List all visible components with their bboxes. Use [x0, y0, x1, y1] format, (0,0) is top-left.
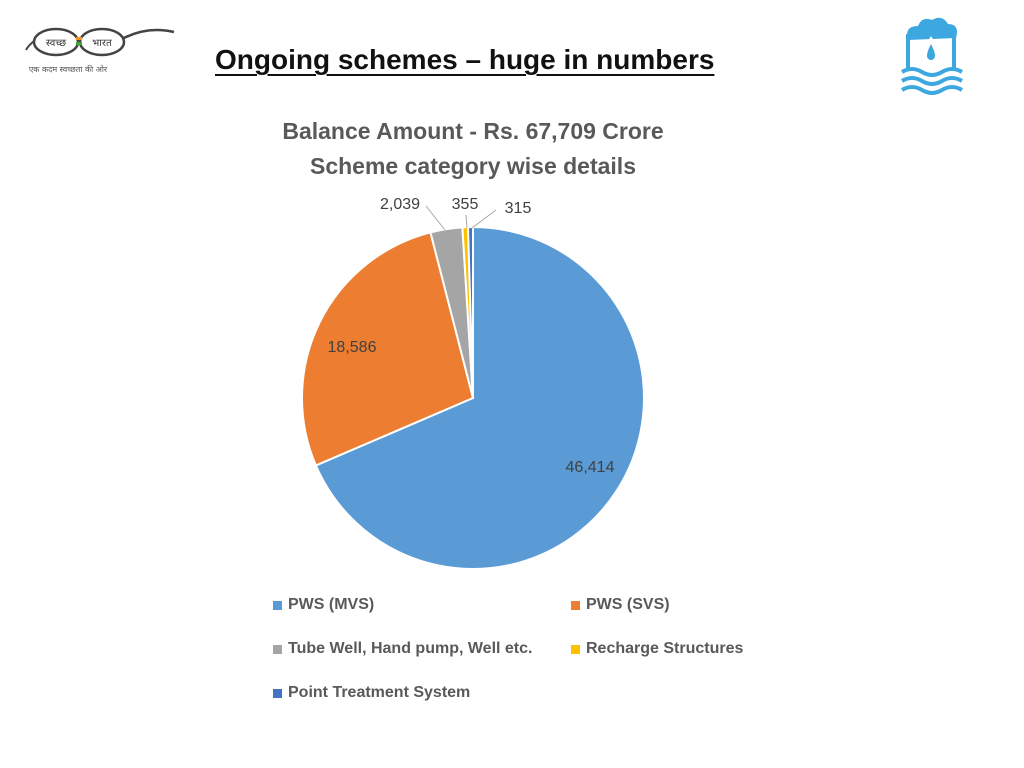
- data-label-pws-svs: 18,586: [328, 339, 377, 356]
- legend-label-recharge: Recharge Structures: [586, 640, 744, 657]
- legend-item-recharge: Recharge Structures: [571, 640, 743, 658]
- leader-line-recharge: [465, 214, 468, 229]
- chart-title-line1: Balance Amount - Rs. 67,709 Crore: [282, 118, 664, 144]
- legend-item-point-treatment: Point Treatment System: [273, 684, 470, 702]
- legend-swatch-tube-well: [273, 644, 282, 654]
- pie-slice-pws-svs: [301, 231, 475, 467]
- data-label-tube-well: 2,039: [380, 196, 420, 213]
- legend-item-pws-mvs: PWS (MVS): [273, 596, 374, 614]
- legend-item-pws-svs: PWS (SVS): [571, 596, 670, 614]
- swachh-bharat-logo: स्वच्छ भारत एक कदम स्वच्छता की ओर: [25, 27, 175, 74]
- legend-label-pws-mvs: PWS (MVS): [288, 596, 375, 613]
- data-label-pws-mvs: 46,414: [566, 459, 615, 476]
- legend-swatch-pws-mvs: [273, 600, 282, 610]
- legend-swatch-recharge: [571, 644, 580, 654]
- legend-item-tube-well: Tube Well, Hand pump, Well etc.: [273, 640, 532, 658]
- legend-swatch-point-treatment: [273, 688, 282, 698]
- legend-label-pws-svs: PWS (SVS): [586, 596, 670, 613]
- leader-line-point-treatment: [471, 209, 497, 229]
- logo-text-swachh: स्वच्छ: [46, 38, 66, 49]
- legend-label-point-treatment: Point Treatment System: [288, 684, 471, 701]
- pie-slice-pws-mvs: [314, 225, 645, 570]
- logo-text-bharat: भारत: [92, 38, 112, 49]
- leader-line-tube-well: [425, 205, 446, 231]
- page-title: Ongoing schemes – huge in numbers: [215, 44, 715, 75]
- data-label-point-treatment: 315: [505, 200, 532, 217]
- legend-swatch-pws-svs: [571, 600, 580, 610]
- chart-title-line2: Scheme category wise details: [310, 153, 636, 179]
- data-label-recharge: 355: [452, 196, 479, 213]
- legend-label-tube-well: Tube Well, Hand pump, Well etc.: [288, 640, 533, 657]
- logo-tagline: एक कदम स्वच्छता की ओर: [29, 64, 108, 74]
- water-emblem-logo: [900, 17, 964, 95]
